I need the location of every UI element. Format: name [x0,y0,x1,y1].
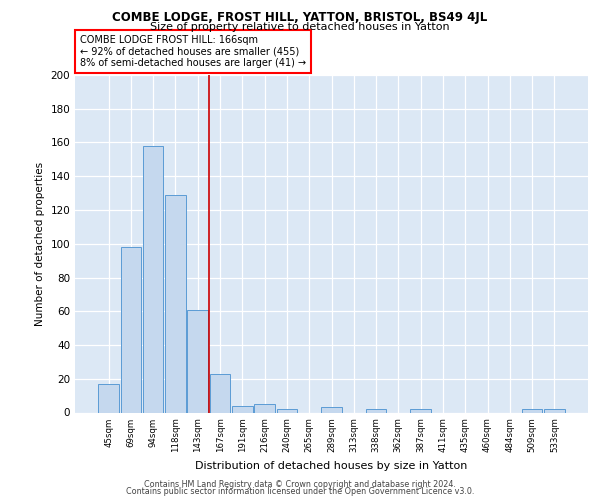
Bar [232,406,253,412]
Bar [98,384,119,412]
Bar [165,195,186,412]
Bar [544,409,565,412]
Text: COMBE LODGE FROST HILL: 166sqm
← 92% of detached houses are smaller (455)
8% of : COMBE LODGE FROST HILL: 166sqm ← 92% of … [80,35,306,68]
X-axis label: Distribution of detached houses by size in Yatton: Distribution of detached houses by size … [196,460,467,470]
Text: Contains HM Land Registry data © Crown copyright and database right 2024.: Contains HM Land Registry data © Crown c… [144,480,456,489]
Text: Contains public sector information licensed under the Open Government Licence v3: Contains public sector information licen… [126,487,474,496]
Bar [254,404,275,412]
Bar [366,409,386,412]
Bar [187,310,208,412]
Bar [121,247,141,412]
Bar [321,408,342,412]
Text: COMBE LODGE, FROST HILL, YATTON, BRISTOL, BS49 4JL: COMBE LODGE, FROST HILL, YATTON, BRISTOL… [112,11,488,24]
Bar [210,374,230,412]
Bar [410,409,431,412]
Y-axis label: Number of detached properties: Number of detached properties [35,162,45,326]
Bar [522,409,542,412]
Text: Size of property relative to detached houses in Yatton: Size of property relative to detached ho… [150,22,450,32]
Bar [277,409,297,412]
Bar [143,146,163,412]
